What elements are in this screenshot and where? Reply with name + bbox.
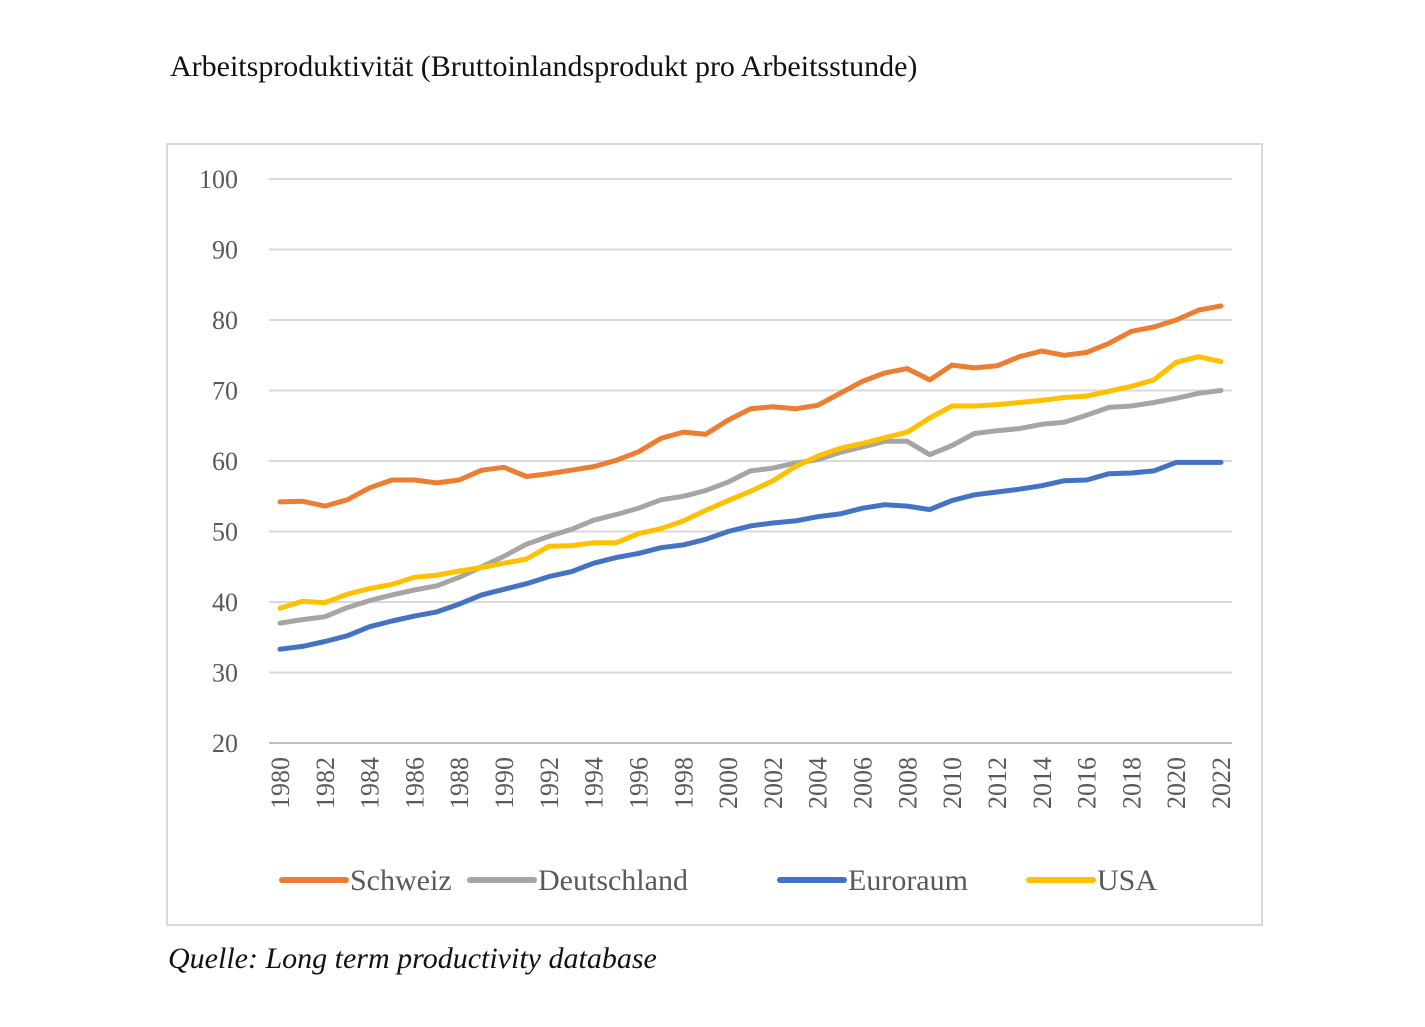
series-line-schweiz xyxy=(277,303,1224,509)
x-tick-label: 1996 xyxy=(624,757,653,809)
x-tick-label: 2006 xyxy=(849,757,878,809)
y-tick-label: 60 xyxy=(212,447,238,476)
x-tick-label: 1998 xyxy=(669,757,698,809)
y-tick-label: 40 xyxy=(212,588,238,617)
x-tick-label: 2002 xyxy=(759,757,788,809)
x-tick-label: 2018 xyxy=(1117,757,1146,809)
y-tick-label: 80 xyxy=(212,306,238,335)
x-tick-label: 2014 xyxy=(1028,757,1057,809)
x-tick-label: 2020 xyxy=(1162,757,1191,809)
y-tick-label: 100 xyxy=(199,165,238,194)
series-line-euroraum xyxy=(277,459,1224,652)
x-tick-label: 2012 xyxy=(983,757,1012,809)
x-tick-label: 1992 xyxy=(535,757,564,809)
legend-label-usa: USA xyxy=(1097,864,1157,897)
x-tick-label: 1980 xyxy=(266,757,295,809)
x-tick-label: 2022 xyxy=(1207,757,1236,809)
x-tick-label: 1986 xyxy=(400,757,429,809)
line-chart: 20 30 40 50 60 70 80 90 100 1980 1982 1984 1986 1988… xyxy=(199,165,1236,897)
x-tick-label: 2000 xyxy=(714,757,743,809)
series-line-deutschland xyxy=(277,388,1224,626)
x-tick-label: 2004 xyxy=(804,757,833,809)
y-tick-label: 50 xyxy=(212,518,238,547)
x-axis-ticks: 1980 1982 1984 1986 1988 1990 1992 1994 1996 1998… xyxy=(266,757,1236,809)
y-tick-label: 90 xyxy=(212,236,238,265)
y-tick-label: 20 xyxy=(212,729,238,758)
x-tick-label: 2010 xyxy=(938,757,967,809)
gridlines xyxy=(269,178,1232,744)
y-tick-label: 70 xyxy=(212,377,238,406)
legend-label-deutschland: Deutschland xyxy=(538,864,688,897)
y-tick-label: 30 xyxy=(212,659,238,688)
chart-title: Arbeitsproduktivität (Bruttoinlandsprodu… xyxy=(170,50,918,83)
x-tick-label: 2008 xyxy=(893,757,922,809)
series-lines xyxy=(277,303,1224,652)
x-tick-label: 1988 xyxy=(445,757,474,809)
x-tick-label: 1984 xyxy=(356,757,385,809)
legend-label-schweiz: Schweiz xyxy=(350,864,452,897)
chart-frame: 20 30 40 50 60 70 80 90 100 1980 1982 1984 1986 1988… xyxy=(166,143,1263,926)
source-note: Quelle: Long term productivity database xyxy=(168,942,657,975)
x-tick-label: 1982 xyxy=(311,757,340,809)
legend-label-euroraum: Euroraum xyxy=(848,864,968,897)
x-tick-label: 1990 xyxy=(490,757,519,809)
series-line-usa xyxy=(277,354,1224,611)
x-tick-label: 1994 xyxy=(580,757,609,809)
y-axis-ticks: 20 30 40 50 60 70 80 90 100 xyxy=(199,165,238,758)
legend: Schweiz Deutschland Euroraum USA xyxy=(279,864,1157,897)
x-tick-label: 2016 xyxy=(1073,757,1102,809)
